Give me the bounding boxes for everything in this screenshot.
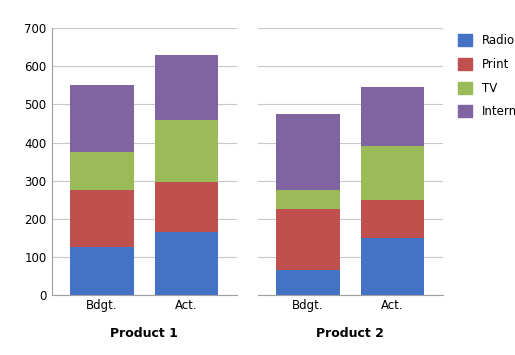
Bar bbox=[71, 86, 134, 152]
Text: Product 1: Product 1 bbox=[110, 327, 178, 340]
Bar bbox=[277, 114, 340, 190]
Bar bbox=[154, 55, 218, 120]
Bar bbox=[360, 200, 424, 237]
Bar bbox=[71, 152, 134, 190]
Text: Product 2: Product 2 bbox=[316, 327, 384, 340]
Bar bbox=[277, 190, 340, 209]
Bar bbox=[277, 270, 340, 295]
Bar bbox=[71, 247, 134, 295]
Legend: Radio, Print, TV, Internet: Radio, Print, TV, Internet bbox=[458, 34, 515, 118]
Bar bbox=[360, 237, 424, 295]
Bar bbox=[360, 87, 424, 146]
Bar bbox=[154, 182, 218, 232]
Bar bbox=[360, 146, 424, 200]
Bar bbox=[154, 120, 218, 182]
Bar bbox=[71, 190, 134, 247]
Bar bbox=[154, 232, 218, 295]
Bar bbox=[277, 209, 340, 270]
